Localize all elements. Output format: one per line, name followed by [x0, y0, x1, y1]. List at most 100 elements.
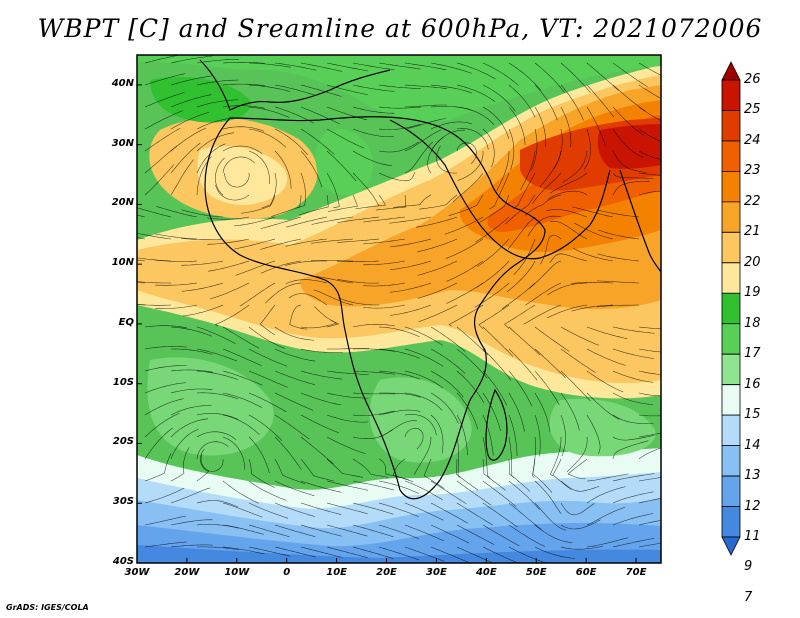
streamline	[214, 304, 250, 327]
streamline	[534, 480, 562, 514]
streamline	[430, 392, 459, 424]
colorbar-box	[721, 201, 741, 233]
streamline	[457, 150, 484, 181]
streamline	[326, 62, 369, 72]
streamline	[479, 194, 510, 223]
streamline	[378, 502, 419, 518]
streamline	[196, 143, 226, 174]
streamline	[638, 370, 661, 375]
streamline	[389, 238, 432, 248]
streamline	[337, 216, 380, 223]
streamline	[137, 281, 171, 284]
streamline	[378, 370, 421, 380]
streamline	[378, 84, 421, 89]
streamline	[170, 487, 211, 504]
streamline	[300, 436, 334, 465]
lon-label: 40E	[475, 567, 497, 578]
streamline	[181, 260, 224, 266]
streamline	[224, 172, 250, 188]
streamline	[404, 427, 424, 450]
streamline	[248, 370, 288, 388]
streamline	[352, 392, 396, 395]
streamline	[482, 128, 495, 168]
field-region-17-north	[137, 55, 661, 122]
streamline	[248, 458, 275, 488]
streamline	[326, 502, 368, 514]
streamline	[416, 216, 458, 228]
streamline	[496, 150, 510, 191]
streamline	[326, 458, 363, 478]
streamline	[363, 260, 406, 266]
streamline	[638, 190, 661, 196]
streamline	[144, 127, 181, 152]
streamline	[352, 348, 395, 352]
streamline	[326, 524, 368, 537]
streamline	[638, 106, 661, 122]
streamline	[612, 538, 655, 548]
streamline	[532, 458, 553, 493]
streamline	[552, 458, 572, 491]
streamline	[489, 172, 510, 210]
streamline	[352, 458, 389, 478]
streamline	[638, 432, 661, 438]
map-frame	[136, 54, 662, 564]
india-coastline	[619, 169, 661, 273]
lon-label: 30W	[124, 567, 150, 578]
streamline	[418, 304, 458, 322]
streamline	[156, 206, 198, 218]
streamline	[612, 370, 654, 383]
streamline	[274, 128, 308, 156]
streamline	[352, 480, 395, 491]
streamline	[300, 480, 342, 493]
streamline	[567, 458, 588, 480]
streamline	[482, 480, 517, 507]
streamline	[456, 106, 495, 125]
streamline	[222, 62, 266, 64]
streamline	[508, 106, 526, 145]
streamline	[336, 260, 380, 262]
streamline	[612, 62, 648, 88]
streamline	[222, 392, 263, 409]
streamline	[482, 326, 514, 357]
streamline	[612, 106, 644, 136]
streamline	[456, 480, 492, 506]
streamline	[506, 260, 536, 293]
streamline	[571, 282, 614, 285]
streamline	[144, 382, 186, 394]
streamline	[363, 282, 406, 287]
streamline	[534, 524, 573, 543]
lon-label: 10W	[224, 567, 250, 578]
lat-label: EQ	[118, 316, 134, 328]
streamline	[482, 546, 519, 563]
streamline	[313, 289, 354, 306]
streamline	[456, 546, 495, 563]
streamline	[612, 128, 644, 158]
streamline	[638, 392, 661, 397]
streamline	[170, 159, 194, 196]
streamline	[363, 216, 406, 223]
colorbar-level-label: 20	[744, 254, 761, 270]
streamline	[482, 392, 501, 431]
streamline	[562, 150, 588, 183]
streamline	[523, 304, 562, 325]
streamline	[417, 260, 458, 276]
streamline	[430, 414, 444, 454]
streamline	[574, 222, 614, 240]
streamline	[534, 84, 558, 121]
streamline	[534, 392, 551, 432]
streamline	[208, 260, 250, 272]
streamline	[404, 392, 443, 411]
streamline	[215, 157, 225, 196]
streamline	[586, 486, 626, 504]
streamline	[612, 491, 654, 504]
streamline	[326, 414, 369, 423]
streamline	[456, 128, 489, 150]
streamline	[520, 150, 536, 191]
streamline	[144, 325, 187, 329]
streamline	[446, 260, 484, 282]
streamline	[456, 458, 479, 491]
streamline	[235, 260, 276, 276]
streamline	[456, 84, 496, 103]
colorbar-box	[721, 445, 741, 477]
